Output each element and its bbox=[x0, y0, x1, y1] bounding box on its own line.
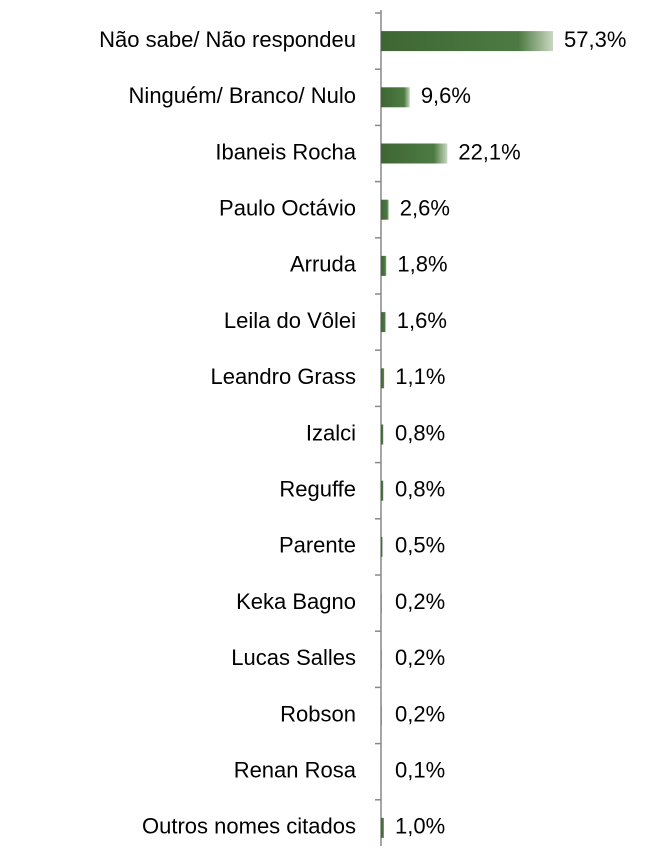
category-label: Não sabe/ Não respondeu bbox=[99, 27, 356, 52]
value-label: 57,3% bbox=[564, 27, 626, 52]
bar bbox=[381, 255, 387, 276]
value-label: 0,2% bbox=[395, 701, 445, 726]
value-label: 0,8% bbox=[395, 477, 445, 502]
bar bbox=[381, 705, 382, 726]
bar bbox=[381, 87, 410, 108]
bar bbox=[381, 31, 553, 52]
category-label: Paulo Octávio bbox=[219, 196, 356, 221]
bar bbox=[381, 368, 385, 389]
bar bbox=[381, 143, 448, 164]
bar bbox=[381, 199, 389, 220]
category-label: Ibaneis Rocha bbox=[215, 139, 356, 164]
value-label: 0,8% bbox=[395, 420, 445, 445]
category-label: Leila do Vôlei bbox=[224, 308, 356, 333]
bar bbox=[381, 649, 382, 670]
value-label: 0,5% bbox=[395, 533, 445, 558]
category-label: Renan Rosa bbox=[234, 758, 357, 783]
value-label: 0,2% bbox=[395, 645, 445, 670]
category-label: Arruda bbox=[290, 252, 357, 277]
value-label: 9,6% bbox=[421, 83, 471, 108]
category-label: Ninguém/ Branco/ Nulo bbox=[129, 83, 356, 108]
bar bbox=[381, 312, 386, 333]
value-label: 1,1% bbox=[395, 364, 445, 389]
category-label: Parente bbox=[279, 533, 356, 558]
category-label: Outros nomes citados bbox=[142, 814, 356, 839]
bar bbox=[381, 480, 384, 501]
category-label: Izalci bbox=[306, 420, 356, 445]
value-label: 1,6% bbox=[397, 308, 447, 333]
bar bbox=[381, 593, 382, 614]
value-label: 1,8% bbox=[397, 252, 447, 277]
bar bbox=[381, 424, 384, 445]
bar bbox=[381, 817, 385, 838]
value-label: 0,1% bbox=[395, 758, 445, 783]
category-label: Leandro Grass bbox=[210, 364, 356, 389]
value-label: 1,0% bbox=[395, 814, 445, 839]
value-label: 22,1% bbox=[458, 139, 520, 164]
category-label: Keka Bagno bbox=[236, 589, 356, 614]
category-label: Lucas Salles bbox=[231, 645, 356, 670]
category-label: Robson bbox=[280, 701, 356, 726]
bar bbox=[381, 536, 383, 557]
category-label: Reguffe bbox=[279, 477, 356, 502]
value-label: 0,2% bbox=[395, 589, 445, 614]
value-label: 2,6% bbox=[400, 196, 450, 221]
